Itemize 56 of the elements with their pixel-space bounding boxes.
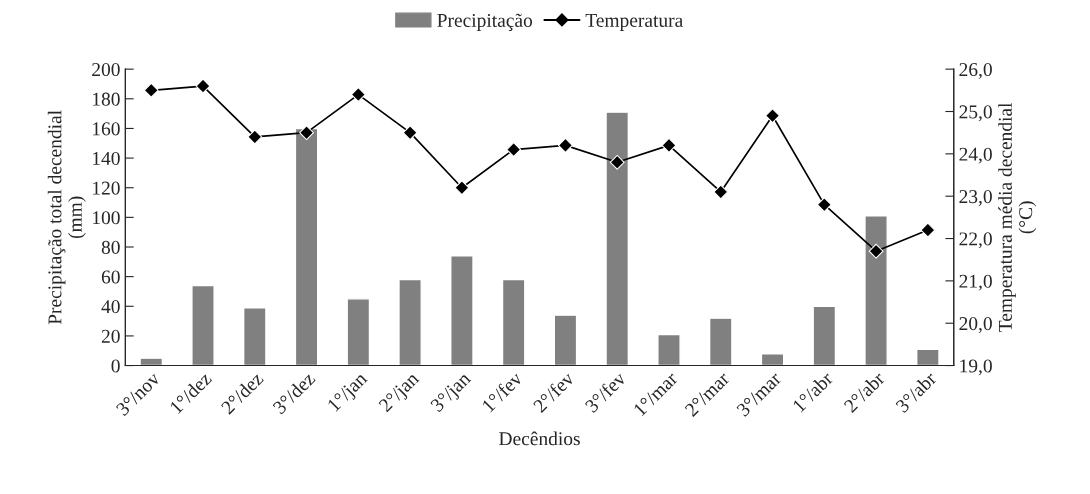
y2-axis-title: Temperatura média decendial (°C) — [998, 102, 1037, 332]
bar — [708, 317, 733, 366]
y2-tick-label: 24,0 — [959, 147, 992, 164]
bar — [812, 305, 837, 366]
y-tick-label: 40 — [101, 300, 120, 314]
bar — [139, 357, 164, 366]
point — [661, 137, 677, 153]
bar — [760, 353, 785, 366]
y-tick-label: 160 — [93, 122, 120, 136]
y-tick-label: 80 — [101, 240, 120, 254]
point — [402, 125, 418, 141]
point — [713, 184, 729, 200]
bar — [398, 278, 422, 366]
y-axis-title: Precipitação total decendial (mm) — [47, 110, 86, 325]
y-tick-label: 100 — [93, 211, 120, 225]
y2-tick-label: 22,0 — [959, 232, 992, 249]
bar — [450, 255, 474, 366]
y2-tick-label: 19,0 — [960, 359, 992, 376]
point — [454, 180, 470, 196]
point — [350, 87, 366, 102]
y-tick-label: 60 — [101, 270, 120, 284]
y2-tick-label: 21,0 — [959, 274, 992, 291]
x-axis-title: Decêndios — [499, 431, 580, 446]
bar — [553, 314, 578, 366]
point — [143, 82, 159, 98]
y2-tick-label: 23,0 — [959, 190, 992, 206]
bar — [916, 348, 940, 366]
point — [609, 154, 625, 170]
y-tick-label: 180 — [93, 92, 120, 106]
legend-label: Precipitação — [437, 13, 533, 31]
point — [765, 108, 780, 124]
y2-tick-label: 25,0 — [959, 105, 992, 122]
legend-label: Temperatura — [585, 14, 683, 31]
bar — [605, 111, 630, 366]
bar — [191, 284, 215, 366]
y-tick-label: 200 — [92, 62, 120, 77]
bar — [346, 298, 371, 366]
point — [195, 78, 211, 94]
bar — [864, 215, 888, 366]
bar — [242, 307, 267, 366]
point — [506, 142, 522, 158]
bar — [657, 333, 681, 366]
bar — [501, 278, 526, 366]
y2-tick-label: 20,0 — [959, 317, 992, 333]
point — [299, 125, 314, 141]
y-tick-label: 20 — [101, 329, 120, 343]
y2-tick-label: 26,0 — [959, 62, 992, 79]
point — [247, 129, 263, 145]
y-tick-label: 120 — [93, 181, 120, 195]
y-tick-label: 0 — [111, 359, 120, 373]
point — [920, 222, 936, 238]
bar — [294, 127, 319, 366]
y-tick-label: 140 — [93, 151, 120, 166]
point — [816, 197, 832, 213]
point — [558, 137, 573, 153]
point — [868, 243, 884, 259]
